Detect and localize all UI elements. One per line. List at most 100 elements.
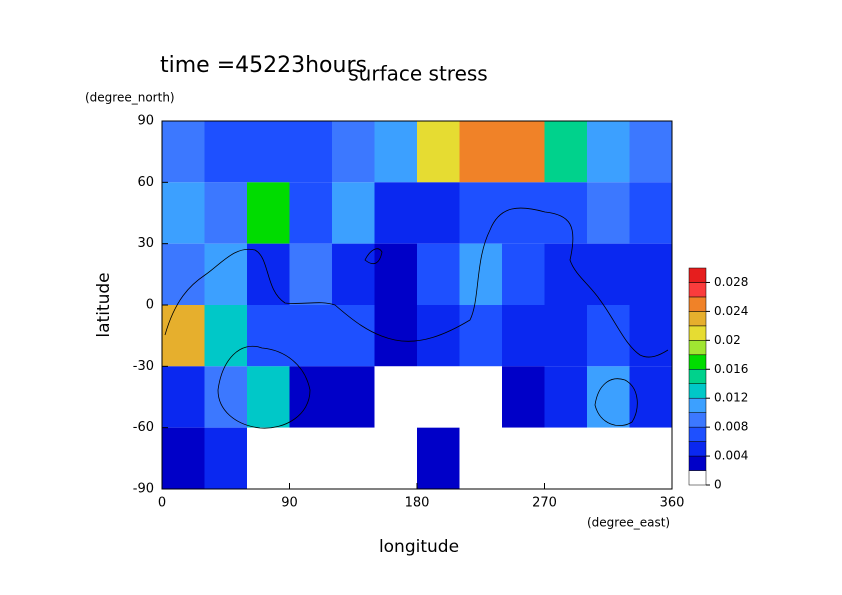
cell: [544, 121, 587, 183]
cell: [417, 243, 460, 305]
cell: [289, 427, 332, 489]
cell: [587, 182, 630, 244]
x-unit: (degree_east): [587, 516, 670, 530]
y-tick-label: -30: [133, 359, 154, 374]
y-unit: (degree_north): [85, 91, 175, 105]
chart-title: surface stress: [348, 62, 487, 86]
coastline: [164, 207, 669, 429]
cell: [629, 305, 672, 367]
colorbar-segment: [688, 340, 707, 356]
colorbar-tick-label: 0.016: [714, 362, 748, 376]
colorbar-tick-label: 0.02: [714, 333, 741, 347]
cell: [502, 427, 545, 489]
colorbar-tick-label: 0.028: [714, 275, 748, 289]
cell: [332, 305, 375, 367]
cell: [587, 121, 630, 183]
y-tick-label: -60: [133, 420, 154, 435]
colorbar-segment: [688, 311, 707, 327]
cell: [629, 182, 672, 244]
y-axis-label: latitude: [94, 272, 114, 337]
colorbar-segment: [688, 296, 707, 312]
cell: [162, 182, 205, 244]
x-tick-label: 360: [660, 496, 685, 511]
colorbar-segment: [688, 325, 707, 341]
cell: [289, 182, 332, 244]
cell: [502, 243, 545, 305]
cell: [289, 121, 332, 183]
cell: [459, 305, 502, 367]
cell: [247, 427, 290, 489]
cell: [459, 366, 502, 428]
cell: [162, 121, 205, 183]
y-tick-label: 30: [137, 236, 154, 251]
cell: [502, 182, 545, 244]
colorbar-segment: [688, 412, 707, 428]
cell: [544, 243, 587, 305]
colorbar-segment: [688, 383, 707, 399]
cell: [587, 243, 630, 305]
cell: [374, 182, 417, 244]
cell: [417, 182, 460, 244]
cell: [374, 121, 417, 183]
colorbar-tick-label: 0: [714, 478, 722, 492]
cell: [544, 427, 587, 489]
cell: [289, 243, 332, 305]
cell: [204, 182, 247, 244]
cell: [459, 182, 502, 244]
cell: [247, 305, 290, 367]
cell: [289, 305, 332, 367]
y-tick-label: 60: [137, 175, 154, 190]
x-tick-label: 270: [532, 496, 557, 511]
cell: [204, 121, 247, 183]
colorbar-segment: [688, 267, 707, 283]
cell: [332, 366, 375, 428]
cell: [544, 305, 587, 367]
chart-subtitle: time =45223hours: [160, 53, 367, 78]
colorbar-segment: [688, 282, 707, 298]
cell: [162, 427, 205, 489]
cell: [332, 182, 375, 244]
cell: [587, 427, 630, 489]
cell: [629, 427, 672, 489]
colorbar-tick-label: 0.008: [714, 420, 748, 434]
colorbar-segment: [688, 369, 707, 384]
cell: [162, 305, 205, 367]
cell: [247, 182, 290, 244]
cell: [417, 427, 460, 489]
colorbar-segment: [688, 354, 707, 370]
cell: [332, 243, 375, 305]
x-tick-label: 90: [281, 496, 298, 511]
cell: [417, 366, 460, 428]
x-axis-label: longitude: [379, 537, 459, 557]
cell: [332, 121, 375, 183]
colorbar-segment: [688, 426, 707, 442]
cell: [587, 366, 630, 428]
cell: [502, 121, 545, 183]
colorbar-segment: [688, 397, 707, 413]
cell: [247, 121, 290, 183]
cell: [629, 121, 672, 183]
cell: [459, 121, 502, 183]
cell: [374, 427, 417, 489]
colorbar-segment: [688, 470, 707, 486]
colorbar-segment: [688, 441, 707, 457]
cell: [502, 366, 545, 428]
cell: [374, 243, 417, 305]
cell: [332, 427, 375, 489]
colorbar-segment: [688, 455, 707, 471]
cell: [459, 243, 502, 305]
colorbar-tick-label: 0.024: [714, 304, 748, 318]
cell: [204, 427, 247, 489]
cell: [162, 243, 205, 305]
cell: [502, 305, 545, 367]
field: [162, 121, 672, 489]
y-tick-label: 0: [146, 298, 154, 313]
cell: [459, 427, 502, 489]
cell: [204, 366, 247, 428]
x-tick-label: 180: [405, 496, 430, 511]
cell: [247, 366, 290, 428]
x-tick-label: 0: [158, 496, 166, 511]
cell: [374, 366, 417, 428]
colorbar-tick-label: 0.012: [714, 391, 748, 405]
